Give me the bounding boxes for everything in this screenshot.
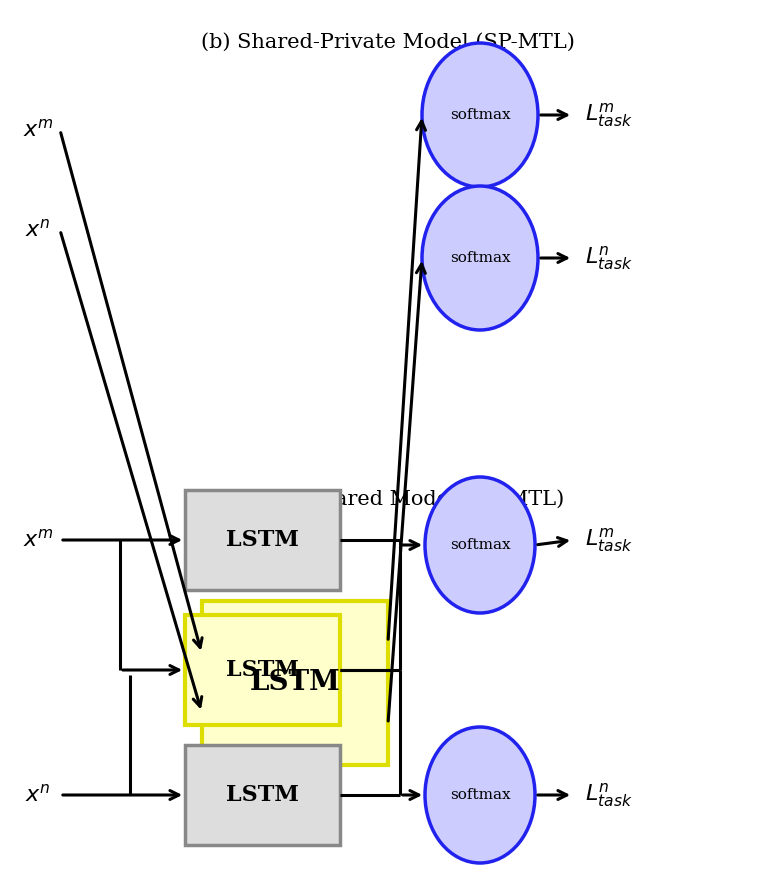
Text: $x^n$: $x^n$ (26, 219, 50, 241)
Ellipse shape (425, 727, 535, 863)
Bar (202, 601, 388, 765)
Text: softmax: softmax (449, 538, 511, 552)
Bar (185, 745, 340, 845)
Text: LSTM: LSTM (226, 784, 299, 806)
Text: LSTM: LSTM (250, 669, 340, 697)
Text: $L^m_{task}$: $L^m_{task}$ (585, 101, 632, 129)
Text: $x^m$: $x^m$ (23, 119, 54, 141)
Ellipse shape (422, 43, 538, 187)
Bar (185, 490, 340, 590)
Text: $L^m_{task}$: $L^m_{task}$ (585, 526, 632, 554)
Text: $L^n_{task}$: $L^n_{task}$ (585, 781, 632, 809)
Text: softmax: softmax (449, 251, 511, 265)
Ellipse shape (422, 186, 538, 330)
Text: $x^n$: $x^n$ (26, 784, 50, 806)
Text: (a) Fully Shared Model (FS-MTL): (a) Fully Shared Model (FS-MTL) (212, 490, 564, 509)
Ellipse shape (425, 477, 535, 613)
Bar (185, 615, 340, 725)
Text: softmax: softmax (449, 108, 511, 122)
Text: softmax: softmax (449, 788, 511, 802)
Text: $x^m$: $x^m$ (23, 529, 54, 551)
Text: $L^n_{task}$: $L^n_{task}$ (585, 244, 632, 272)
Text: LSTM: LSTM (226, 529, 299, 551)
Text: (b) Shared-Private Model (SP-MTL): (b) Shared-Private Model (SP-MTL) (201, 33, 575, 52)
Text: LSTM: LSTM (226, 659, 299, 681)
